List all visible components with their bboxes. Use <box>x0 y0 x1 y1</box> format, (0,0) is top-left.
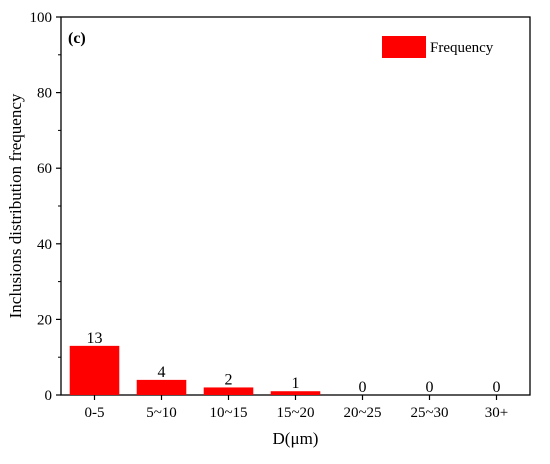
x-axis-title: D(μm) <box>273 429 319 448</box>
y-tick-label: 100 <box>30 10 53 26</box>
x-tick-label: 0-5 <box>85 405 105 421</box>
x-tick-label: 30+ <box>485 405 508 421</box>
y-tick-label: 0 <box>45 388 53 404</box>
y-tick-label: 60 <box>37 161 52 177</box>
y-tick-label: 20 <box>37 312 52 328</box>
bar <box>203 387 254 395</box>
bar-value-label: 0 <box>426 379 434 396</box>
bar <box>136 379 187 395</box>
y-axis-title: Inclusions distribution frequency <box>6 93 25 318</box>
y-tick-label: 80 <box>37 86 52 102</box>
bar-value-label: 0 <box>359 379 367 396</box>
y-tick-label: 40 <box>37 237 52 253</box>
plot-frame <box>60 16 531 396</box>
bar-value-label: 0 <box>493 379 501 396</box>
bar-value-label: 1 <box>292 375 300 392</box>
bar <box>270 391 321 395</box>
x-tick-label: 5~10 <box>146 405 177 421</box>
x-tick-label: 20~25 <box>343 405 381 421</box>
legend-label: Frequency <box>430 40 494 56</box>
bars-layer: 13 4 2 1 0 0 0 <box>69 330 501 396</box>
x-tick-label: 15~20 <box>276 405 314 421</box>
x-tick-label: 10~15 <box>209 405 247 421</box>
bar-value-label: 2 <box>225 371 233 388</box>
bar-value-label: 13 <box>87 330 103 347</box>
legend: Frequency <box>382 36 494 58</box>
bar-value-label: 4 <box>158 364 166 381</box>
panel-label: (c) <box>68 30 86 47</box>
legend-swatch <box>382 36 426 58</box>
x-tick-label: 25~30 <box>410 405 448 421</box>
bar <box>69 345 120 395</box>
